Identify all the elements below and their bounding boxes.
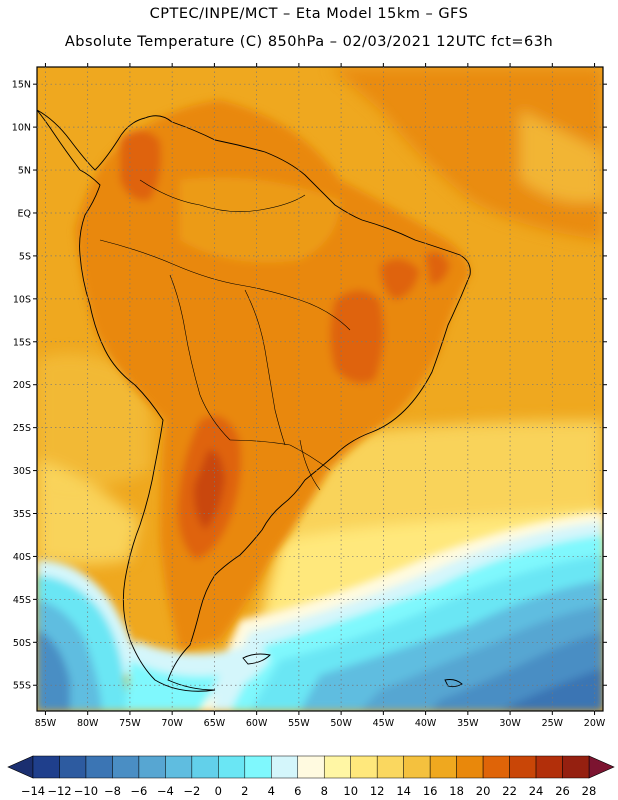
lat-label: 50S xyxy=(13,638,31,649)
colorbar-label: 20 xyxy=(476,784,491,798)
colorbar-swatch xyxy=(509,755,537,779)
lat-label: 5S xyxy=(19,251,31,262)
colorbar-label: 12 xyxy=(370,784,385,798)
lat-label: EQ xyxy=(18,208,31,219)
colorbar-swatch xyxy=(32,755,60,779)
colorbar-swatch xyxy=(323,755,351,779)
colorbar-swatch xyxy=(297,755,325,779)
colorbar-swatch xyxy=(244,755,272,779)
colorbar: −14 −12 −10 −8 −6 −4 −2 0 2 4 6 8 10 12 14 16 18 20 22 24 26… xyxy=(7,755,615,798)
colorbar-label: 16 xyxy=(423,784,438,798)
lat-label: 20S xyxy=(13,380,31,391)
lon-label: 60W xyxy=(246,718,268,729)
colorbar-swatch xyxy=(59,755,87,779)
lat-label: 15N xyxy=(12,80,31,91)
colorbar-high-arrow xyxy=(588,755,615,779)
lon-label: 35W xyxy=(457,718,479,729)
colorbar-label: 10 xyxy=(343,784,358,798)
colorbar-label: −12 xyxy=(47,784,71,798)
colorbar-swatch xyxy=(271,755,299,779)
lat-label: 15S xyxy=(13,337,31,348)
lat-label: 35S xyxy=(13,509,31,520)
colorbar-swatch xyxy=(482,755,510,779)
colorbar-label: 6 xyxy=(294,784,301,798)
colorbar-label: −2 xyxy=(183,784,200,798)
colorbar-label: 18 xyxy=(449,784,464,798)
colorbar-swatch xyxy=(165,755,193,779)
lon-label: 25W xyxy=(542,718,564,729)
colorbar-label: 22 xyxy=(502,784,517,798)
colorbar-swatch xyxy=(376,755,404,779)
temperature-field xyxy=(37,67,603,711)
lon-label: 20W xyxy=(584,718,606,729)
colorbar-label: 2 xyxy=(241,784,248,798)
lat-label: 55S xyxy=(13,681,31,692)
lat-label: 45S xyxy=(13,595,31,606)
colorbar-label: −8 xyxy=(104,784,121,798)
colorbar-swatch xyxy=(218,755,246,779)
colorbar-swatch xyxy=(138,755,166,779)
colorbar-label: 4 xyxy=(268,784,275,798)
lat-label: 10S xyxy=(13,294,31,305)
colorbar-swatch xyxy=(112,755,140,779)
lon-label: 45W xyxy=(373,718,395,729)
colorbar-swatch xyxy=(403,755,431,779)
colorbar-label: −6 xyxy=(130,784,147,798)
colorbar-label: 28 xyxy=(582,784,597,798)
colorbar-label: 8 xyxy=(321,784,328,798)
colorbar-low-arrow xyxy=(7,755,34,779)
grid-lines xyxy=(37,67,603,711)
lon-label: 50W xyxy=(330,718,352,729)
colorbar-swatch xyxy=(350,755,378,779)
lon-label: 65W xyxy=(204,718,226,729)
colorbar-swatch xyxy=(85,755,113,779)
lon-label: 70W xyxy=(161,718,183,729)
colorbar-label: −10 xyxy=(74,784,98,798)
lon-label: 85W xyxy=(35,718,57,729)
lon-label: 80W xyxy=(77,718,99,729)
lon-label: 55W xyxy=(288,718,310,729)
lat-label: 25S xyxy=(13,423,31,434)
lon-label: 40W xyxy=(415,718,437,729)
lat-label: 10N xyxy=(12,123,31,134)
title-line-1: CPTEC/INPE/MCT – Eta Model 15km – GFS xyxy=(149,6,469,22)
colorbar-label: 0 xyxy=(215,784,222,798)
colorbar-label: 26 xyxy=(555,784,570,798)
title-line-2: Absolute Temperature (C) 850hPa – 02/03/… xyxy=(64,34,554,50)
lon-label: 75W xyxy=(119,718,141,729)
map-frame xyxy=(36,66,604,712)
lat-label: 5N xyxy=(18,166,31,177)
country-borders xyxy=(99,179,351,491)
lat-label: 30S xyxy=(13,466,31,477)
lon-label: 30W xyxy=(499,718,521,729)
coastline xyxy=(37,109,471,692)
colorbar-label: −4 xyxy=(157,784,174,798)
axis-labels: 15N 10N 5N EQ 5S 10S 15S 20S 25S 30S 35S 40S 45S 50S 5… xyxy=(12,63,607,729)
lat-label: 40S xyxy=(13,552,31,563)
colorbar-swatch xyxy=(429,755,457,779)
colorbar-swatch xyxy=(562,755,590,779)
colorbar-label: 24 xyxy=(529,784,544,798)
colorbar-swatch xyxy=(535,755,563,779)
colorbar-label: 14 xyxy=(396,784,411,798)
colorbar-swatch xyxy=(191,755,219,779)
colorbar-swatch xyxy=(456,755,484,779)
colorbar-label: −14 xyxy=(21,784,45,798)
